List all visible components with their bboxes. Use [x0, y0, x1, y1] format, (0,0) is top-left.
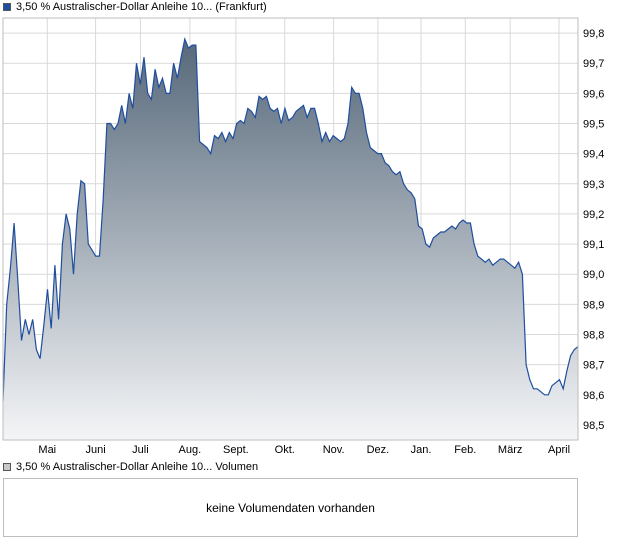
y-tick-label: 99,4 — [583, 149, 604, 161]
price-legend-label: 3,50 % Australischer-Dollar Anleihe 10..… — [16, 1, 267, 13]
x-tick-label: Feb. — [454, 444, 476, 456]
x-tick-label: Mai — [38, 444, 56, 456]
volume-legend: 3,50 % Australischer-Dollar Anleihe 10..… — [3, 460, 258, 474]
y-tick-label: 99,0 — [583, 269, 604, 281]
volume-legend-swatch — [3, 463, 11, 471]
y-tick-label: 98,5 — [583, 420, 604, 432]
x-tick-label: Jan. — [411, 444, 432, 456]
y-tick-label: 99,7 — [583, 58, 604, 70]
volume-legend-label: 3,50 % Australischer-Dollar Anleihe 10..… — [16, 461, 259, 473]
plot-frame — [2, 17, 579, 441]
y-axis-labels: 98,5 98,6 98,7 98,8 98,9 99,0 99,1 99,2 99,3 99,4… — [583, 28, 604, 432]
x-tick-label: April — [548, 444, 570, 456]
y-tick-label: 99,5 — [583, 119, 604, 131]
volume-panel: keine Volumendaten vorhanden — [3, 478, 578, 537]
x-tick-label: Juli — [132, 444, 149, 456]
x-tick-label: Aug. — [179, 444, 202, 456]
price-legend: 3,50 % Australischer-Dollar Anleihe 10..… — [3, 0, 267, 14]
x-tick-label: Juni — [85, 444, 105, 456]
y-tick-label: 99,1 — [583, 239, 604, 251]
y-tick-label: 98,8 — [583, 330, 604, 342]
no-volume-message: keine Volumendaten vorhanden — [206, 500, 375, 515]
x-tick-label: Dez. — [367, 444, 390, 456]
y-tick-label: 99,6 — [583, 88, 604, 100]
y-tick-label: 98,6 — [583, 390, 604, 402]
price-chart: 98,5 98,6 98,7 98,8 98,9 99,0 99,1 99,2 99,3 99,4… — [2, 17, 604, 456]
y-tick-label: 98,9 — [583, 299, 604, 311]
y-tick-label: 99,2 — [583, 209, 604, 221]
x-tick-label: Nov. — [323, 444, 345, 456]
y-tick-label: 99,8 — [583, 28, 604, 40]
y-tick-label: 99,3 — [583, 179, 604, 191]
x-tick-label: Sept. — [223, 444, 249, 456]
x-axis-labels: Mai Juni Juli Aug. Sept. Okt. Nov. Dez. Jan. Feb.… — [38, 444, 570, 456]
x-tick-label: März — [498, 444, 522, 456]
y-tick-label: 98,7 — [583, 360, 604, 372]
price-area — [3, 39, 578, 440]
price-line — [2, 37, 579, 401]
price-legend-swatch — [3, 3, 11, 11]
x-tick-label: Okt. — [275, 444, 295, 456]
